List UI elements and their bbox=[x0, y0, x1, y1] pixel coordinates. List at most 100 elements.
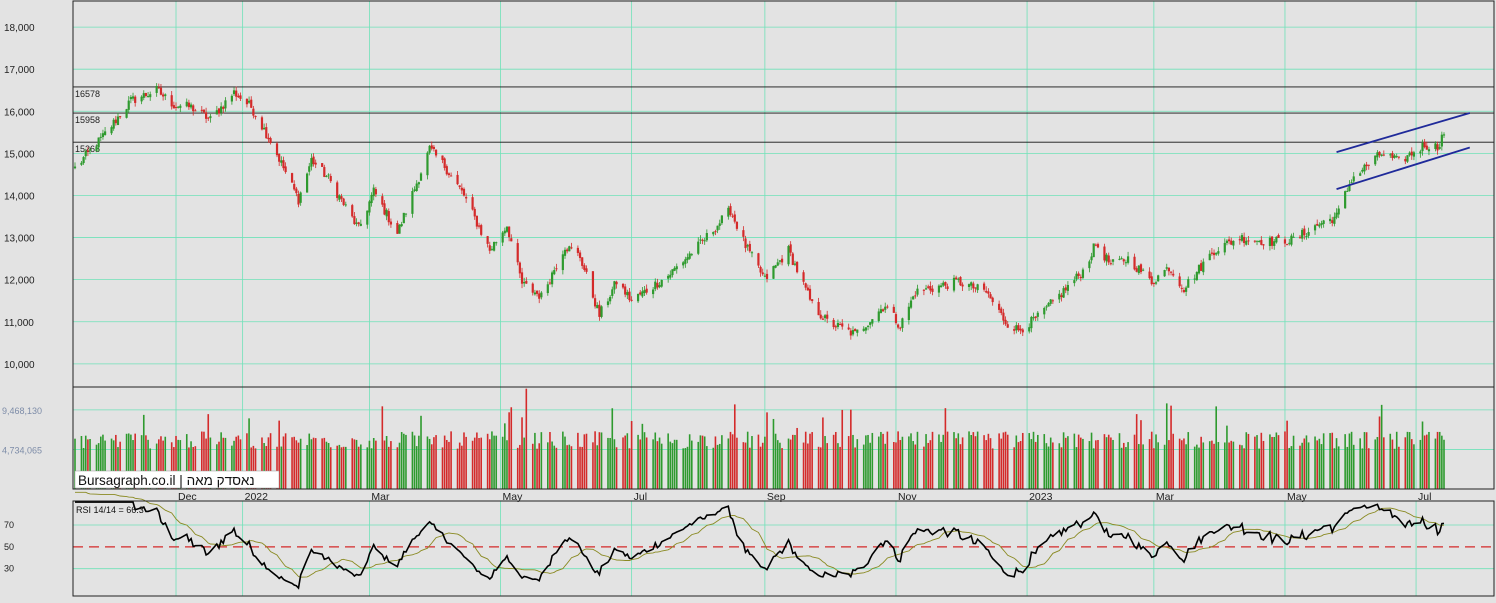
candle-up bbox=[879, 309, 883, 314]
candle-down bbox=[1200, 263, 1203, 271]
candle-down bbox=[222, 106, 225, 109]
candle-down bbox=[757, 253, 760, 266]
candle-down bbox=[1107, 255, 1110, 263]
candle-up bbox=[404, 213, 408, 215]
candle-up bbox=[1350, 182, 1353, 184]
candle-up bbox=[705, 233, 708, 241]
candle-down bbox=[1303, 228, 1306, 236]
candle-down bbox=[1017, 325, 1020, 331]
candle-up bbox=[609, 296, 612, 302]
candle-up bbox=[73, 166, 77, 169]
candle-up bbox=[1066, 284, 1070, 291]
x-tick-label: May bbox=[1287, 491, 1308, 503]
price-tick-label: 15,000 bbox=[4, 149, 35, 160]
candle-up bbox=[1032, 317, 1035, 319]
candle-up bbox=[793, 263, 797, 265]
candle-up bbox=[149, 94, 152, 98]
candle-down bbox=[389, 221, 393, 225]
candle-down bbox=[1051, 300, 1054, 302]
candle-down bbox=[1227, 239, 1231, 242]
candle-down bbox=[351, 205, 354, 217]
candle-up bbox=[428, 145, 431, 153]
candle-up bbox=[970, 282, 973, 286]
candle-up bbox=[699, 239, 702, 241]
candle-up bbox=[495, 242, 498, 244]
candle-down bbox=[615, 281, 618, 285]
watermark: Bursagraph.co.il | נאסדק מאה bbox=[78, 473, 255, 488]
candle-up bbox=[772, 266, 775, 279]
candle-down bbox=[570, 247, 573, 249]
candle-down bbox=[729, 206, 732, 215]
rsi-average-line bbox=[75, 491, 1445, 578]
candle-down bbox=[510, 238, 513, 242]
candle-up bbox=[1408, 152, 1411, 156]
candle-down bbox=[899, 327, 902, 329]
candle-down bbox=[1000, 308, 1003, 314]
candle-up bbox=[1361, 169, 1364, 172]
candle-down bbox=[1410, 151, 1413, 156]
candle-up bbox=[1273, 241, 1276, 246]
price-tick-label: 17,000 bbox=[4, 65, 35, 76]
x-tick-label: Jul bbox=[634, 491, 647, 503]
candle-down bbox=[972, 283, 975, 289]
candle-down bbox=[284, 166, 287, 173]
candle-down bbox=[200, 109, 203, 111]
candle-down bbox=[1109, 263, 1112, 265]
candle-up bbox=[1142, 269, 1145, 271]
price-tick-label: 13,000 bbox=[4, 234, 35, 245]
candle-down bbox=[944, 282, 947, 286]
candle-up bbox=[916, 288, 919, 295]
candle-down bbox=[239, 95, 242, 99]
candle-down bbox=[381, 196, 384, 205]
candle-down bbox=[278, 153, 281, 162]
candle-up bbox=[490, 248, 494, 250]
candle-up bbox=[1320, 223, 1323, 226]
candle-up bbox=[1049, 299, 1052, 304]
candle-down bbox=[639, 292, 642, 295]
candle-up bbox=[1268, 237, 1272, 246]
candle-up bbox=[1154, 282, 1158, 284]
candle-down bbox=[1277, 235, 1280, 238]
candle-down bbox=[456, 174, 459, 185]
candle-up bbox=[110, 127, 113, 134]
candle-down bbox=[780, 258, 784, 263]
candle-down bbox=[985, 290, 988, 293]
candle-down bbox=[1096, 244, 1100, 248]
candle-up bbox=[415, 183, 418, 192]
candle-up bbox=[1090, 256, 1093, 261]
level-label: 16578 bbox=[75, 89, 100, 99]
candle-down bbox=[1367, 164, 1370, 166]
candle-down bbox=[927, 286, 930, 288]
candle-down bbox=[1169, 271, 1173, 273]
candle-up bbox=[299, 192, 302, 203]
candle-up bbox=[372, 187, 375, 197]
candle-up bbox=[1255, 240, 1259, 242]
candle-up bbox=[164, 94, 167, 97]
candle-up bbox=[1028, 327, 1031, 332]
candle-up bbox=[952, 277, 956, 291]
candle-down bbox=[535, 290, 539, 294]
candle-up bbox=[1344, 191, 1347, 209]
candle-down bbox=[1316, 223, 1319, 226]
candle-up bbox=[142, 93, 145, 98]
price-tick-label: 14,000 bbox=[4, 191, 35, 202]
candle-down bbox=[172, 105, 175, 109]
candle-up bbox=[1208, 253, 1211, 261]
candle-down bbox=[735, 221, 739, 229]
candle-up bbox=[823, 315, 827, 319]
candle-up bbox=[673, 267, 676, 271]
candle-down bbox=[1180, 287, 1183, 289]
candle-up bbox=[80, 162, 83, 165]
candle-down bbox=[518, 262, 521, 274]
candle-down bbox=[982, 283, 986, 290]
candle-down bbox=[460, 187, 463, 191]
candle-up bbox=[503, 230, 506, 234]
candle-up bbox=[957, 278, 960, 280]
candle-down bbox=[929, 286, 932, 291]
candle-up bbox=[232, 90, 236, 95]
x-tick-label: Mar bbox=[371, 491, 390, 503]
candle-down bbox=[1077, 273, 1080, 277]
candle-up bbox=[1215, 252, 1218, 255]
candle-down bbox=[744, 238, 747, 249]
candle-down bbox=[235, 90, 238, 97]
